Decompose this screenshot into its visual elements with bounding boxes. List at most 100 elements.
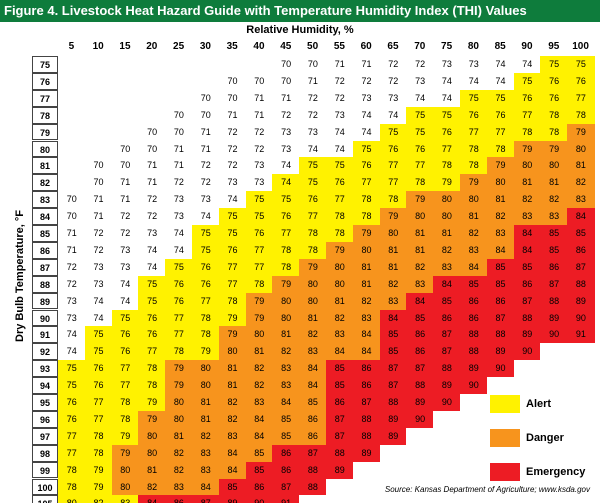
thi-cell: 71: [111, 174, 139, 192]
thi-cell: 87: [352, 394, 381, 412]
thi-cell: 83: [379, 292, 407, 311]
thi-cell: 72: [165, 174, 193, 192]
thi-cell: 75: [218, 225, 247, 243]
thi-cell: 76: [486, 106, 515, 125]
temperature-header: 80: [32, 140, 58, 158]
thi-cell: 78: [272, 258, 300, 277]
thi-cell: 75: [299, 157, 327, 175]
temperature-header: 91: [32, 326, 58, 344]
thi-cell: [460, 410, 488, 429]
thi-cell: 87: [433, 326, 461, 344]
thi-cell: 78: [540, 123, 568, 142]
thi-cell: 76: [111, 343, 139, 361]
thi-cell: [84, 56, 113, 74]
thi-cell: [460, 461, 488, 480]
thi-cell: [433, 410, 461, 429]
temperature-header: 89: [32, 292, 58, 310]
thi-cell: 72: [326, 72, 354, 91]
thi-cell: 75: [326, 157, 354, 175]
thi-cell: 84: [513, 225, 541, 243]
temperature-header: 94: [32, 377, 58, 394]
thi-cell: 76: [326, 174, 354, 192]
thi-cell: 76: [513, 89, 541, 108]
thi-cell: 86: [165, 495, 193, 503]
humidity-header: 85: [494, 41, 506, 52]
thi-cell: 74: [165, 225, 193, 243]
thi-cell: 82: [218, 394, 247, 412]
thi-cell: 70: [111, 140, 139, 158]
thi-cell: 85: [513, 258, 541, 277]
thi-cell: 85: [406, 309, 434, 327]
thi-cell: 74: [486, 72, 515, 91]
thi-cell: 80: [433, 208, 461, 226]
thi-cell: 86: [326, 394, 354, 412]
thi-cell: 89: [352, 444, 381, 463]
thi-cell: 72: [406, 56, 434, 74]
legend-swatch: [490, 463, 520, 481]
thi-cell: 82: [326, 309, 354, 327]
thi-cell: 84: [326, 343, 354, 361]
thi-cell: 78: [299, 225, 327, 243]
thi-cell: 81: [138, 461, 166, 480]
thi-cell: 77: [460, 123, 488, 142]
thi-cell: [540, 461, 568, 480]
thi-cell: 75: [165, 258, 193, 277]
thi-cell: 74: [352, 106, 381, 125]
temperature-header: 85: [32, 225, 58, 242]
thi-cell: [567, 495, 595, 503]
thi-cell: 76: [111, 326, 139, 344]
thi-cell: 91: [272, 495, 300, 503]
thi-cell: [165, 72, 193, 91]
thi-cell: 87: [433, 343, 461, 361]
thi-cell: [245, 56, 273, 74]
thi-cell: 77: [165, 309, 193, 327]
thi-cell: 74: [486, 56, 515, 74]
thi-cell: 74: [58, 326, 86, 344]
thi-cell: 89: [379, 410, 407, 429]
thi-cell: [58, 140, 86, 158]
thi-cell: 75: [486, 89, 515, 108]
thi-cell: 76: [84, 377, 113, 395]
legend-swatch: [490, 429, 520, 447]
thi-cell: 72: [379, 56, 407, 74]
thi-cell: 76: [460, 106, 488, 125]
thi-cell: 73: [272, 140, 300, 158]
thi-cell: 82: [540, 191, 568, 209]
thi-cell: 74: [84, 292, 113, 311]
thi-cell: [58, 106, 86, 125]
humidity-header: 75: [441, 41, 453, 52]
thi-cell: 86: [567, 241, 595, 260]
thi-cell: 85: [567, 225, 595, 243]
thi-cell: [513, 495, 541, 503]
thi-cell: 80: [513, 157, 541, 175]
thi-cell: 72: [138, 208, 166, 226]
thi-cell: [513, 377, 541, 395]
thi-cell: 72: [84, 225, 113, 243]
thi-cell: 70: [111, 157, 139, 175]
thi-cell: [58, 174, 86, 192]
thi-cell: 89: [326, 461, 354, 480]
thi-cell: [406, 461, 434, 480]
temperature-header: 90: [32, 309, 58, 327]
thi-cell: 80: [165, 394, 193, 412]
thi-cell: 85: [540, 241, 568, 260]
thi-cell: 71: [84, 208, 113, 226]
thi-cell: 91: [567, 326, 595, 344]
thi-cell: 89: [460, 360, 488, 378]
thi-cell: [513, 427, 541, 446]
thi-cell: 74: [299, 140, 327, 158]
thi-cell: 79: [272, 275, 300, 294]
thi-cell: 70: [299, 56, 327, 74]
thi-cell: [84, 89, 113, 108]
thi-cell: 70: [192, 106, 220, 125]
thi-cell: 82: [192, 427, 220, 446]
thi-cell: 70: [245, 72, 273, 91]
thi-cell: 75: [352, 140, 381, 158]
thi-cell: 74: [460, 72, 488, 91]
thi-cell: [433, 427, 461, 446]
thi-cell: 73: [111, 241, 139, 260]
thi-cell: 87: [299, 444, 327, 463]
thi-cell: 78: [58, 478, 86, 496]
thi-cell: 86: [406, 326, 434, 344]
